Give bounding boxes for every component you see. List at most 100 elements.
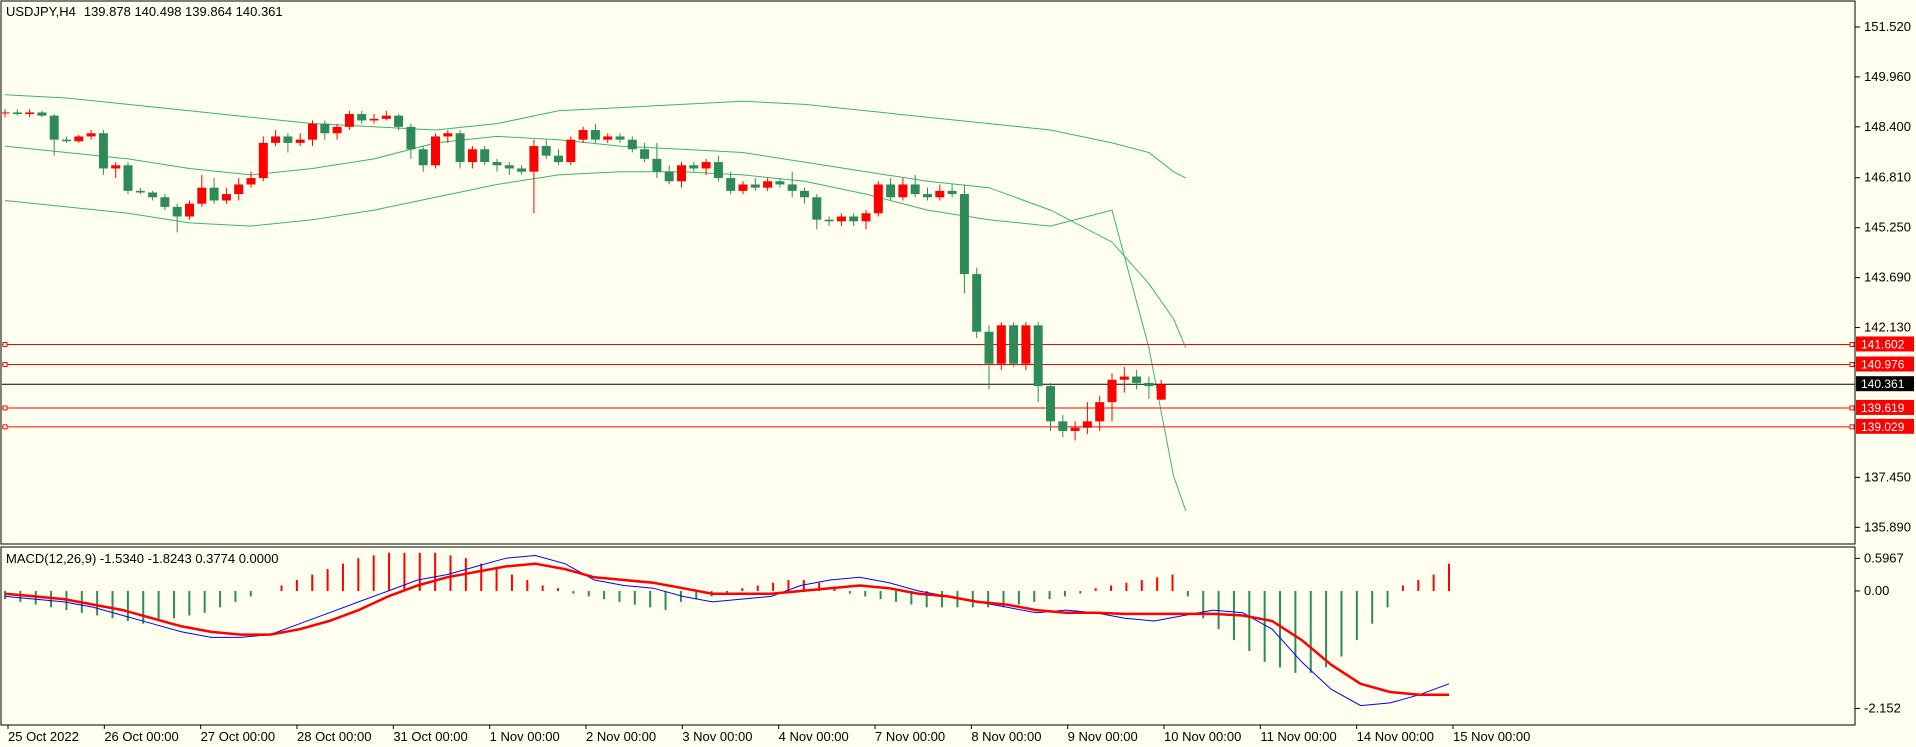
candle-body <box>197 187 207 204</box>
current-price-tag-label: 140.361 <box>1861 377 1905 391</box>
time-tick-label: 10 Nov 00:00 <box>1164 729 1241 744</box>
candle-body <box>86 133 96 137</box>
candle-body <box>664 171 674 182</box>
candle-body <box>332 126 342 134</box>
level-price-tag <box>1856 399 1914 415</box>
candle-body <box>418 149 428 166</box>
level-price-tag <box>1856 356 1914 372</box>
candle-body <box>861 213 871 222</box>
price-tick-label: 149.960 <box>1864 69 1911 84</box>
candle-body <box>763 181 773 188</box>
candle-body <box>172 206 182 217</box>
time-tick-label: 3 Nov 00:00 <box>682 729 752 744</box>
candle-body <box>775 181 785 185</box>
level-handle-left <box>2 424 8 430</box>
candle-body <box>123 165 133 191</box>
candle-body <box>750 184 760 188</box>
candle-body <box>209 187 219 201</box>
level-price-tag <box>1856 418 1914 434</box>
candle-body <box>677 165 686 182</box>
bollinger-bands <box>4 94 1187 512</box>
candle-body <box>283 136 293 143</box>
level-price-tag <box>1856 336 1914 352</box>
candle-body <box>504 165 514 169</box>
time-tick-label: 25 Oct 2022 <box>8 729 79 744</box>
candle-body <box>972 274 982 332</box>
level-handle-left <box>2 341 8 347</box>
macd-indicator: 0.5967 0.00 -2.152 <box>4 550 1904 715</box>
candle-body <box>492 162 502 166</box>
candle-body <box>898 184 908 198</box>
level-price-tag-label: 139.619 <box>1861 401 1905 415</box>
candle-body <box>1009 325 1019 364</box>
candle-body <box>185 203 194 217</box>
macd-pane-frame <box>0 546 1856 726</box>
candle-body <box>135 190 145 193</box>
candle-body <box>62 139 71 142</box>
candle-body <box>394 115 404 127</box>
level-price-tag-label: 140.976 <box>1861 358 1905 372</box>
candle-body <box>0 112 10 114</box>
signal-line <box>4 562 1449 696</box>
candle-body <box>455 133 465 163</box>
level-price-tag-label: 139.029 <box>1861 420 1905 434</box>
candle-body <box>467 149 477 163</box>
macd-header: MACD(12,26,9) -1.5340 -1.8243 0.3774 0.0… <box>6 551 278 566</box>
candle-body <box>541 146 551 156</box>
candle-body <box>640 149 650 159</box>
candle-body <box>689 165 699 169</box>
level-price-tag-label: 141.602 <box>1861 337 1905 351</box>
candle-body <box>578 130 588 140</box>
bb-upper-line <box>4 94 1187 179</box>
bb-lower-line <box>4 171 1187 512</box>
price-tick-label: 145.250 <box>1864 220 1911 235</box>
candle-body <box>873 184 883 214</box>
candle-body <box>566 139 576 163</box>
candle-body <box>381 115 391 119</box>
time-tick-label: 7 Nov 00:00 <box>875 729 945 744</box>
macd-line <box>4 554 1450 707</box>
level-handle-left <box>2 362 8 368</box>
macd-tick-label: 0.5967 <box>1864 550 1904 565</box>
candle-body <box>1058 421 1068 431</box>
candle-body <box>406 126 416 150</box>
candle-body <box>160 197 170 207</box>
main-pane-frame <box>0 0 1856 545</box>
candle-body <box>726 178 736 191</box>
candle-body <box>1070 427 1080 431</box>
candle-body <box>357 114 367 121</box>
candle-body <box>98 133 108 169</box>
candle-body <box>148 192 158 198</box>
candle-body <box>1132 376 1142 383</box>
time-tick-label: 31 Oct 00:00 <box>393 729 467 744</box>
candle-body <box>812 197 822 220</box>
candle-body <box>787 184 797 191</box>
candle-body <box>923 194 932 198</box>
candle-body <box>49 115 59 140</box>
candle-body <box>1095 402 1105 422</box>
candle-body <box>1046 386 1055 422</box>
candle-body <box>517 168 527 172</box>
candle-body <box>1082 421 1092 428</box>
time-tick-label: 1 Nov 00:00 <box>490 729 560 744</box>
level-handle-right <box>1849 424 1855 430</box>
time-axis: 25 Oct 2022 26 Oct 00:00 27 Oct 00:00 28 Oc… <box>7 725 1530 744</box>
level-handle-right <box>1849 405 1855 411</box>
time-tick-label: 11 Nov 00:00 <box>1260 729 1336 744</box>
candle-body <box>1156 384 1166 400</box>
time-tick-label: 4 Nov 00:00 <box>779 729 849 744</box>
candle-body <box>701 162 711 169</box>
candle-body <box>74 136 84 142</box>
candle-body <box>984 331 994 364</box>
candle-body <box>320 123 330 134</box>
chart-header: USDJPY,H4 139.878 140.498 139.864 140.361 <box>6 4 283 19</box>
candlesticks <box>0 109 1166 441</box>
candle-body <box>652 158 662 172</box>
symbol-label: USDJPY,H4 <box>6 4 76 19</box>
candle-body <box>738 184 748 191</box>
candle-body <box>849 216 859 222</box>
price-tick-label: 142.130 <box>1864 320 1911 335</box>
price-tick-label: 151.520 <box>1864 19 1911 34</box>
time-tick-label: 2 Nov 00:00 <box>586 729 656 744</box>
